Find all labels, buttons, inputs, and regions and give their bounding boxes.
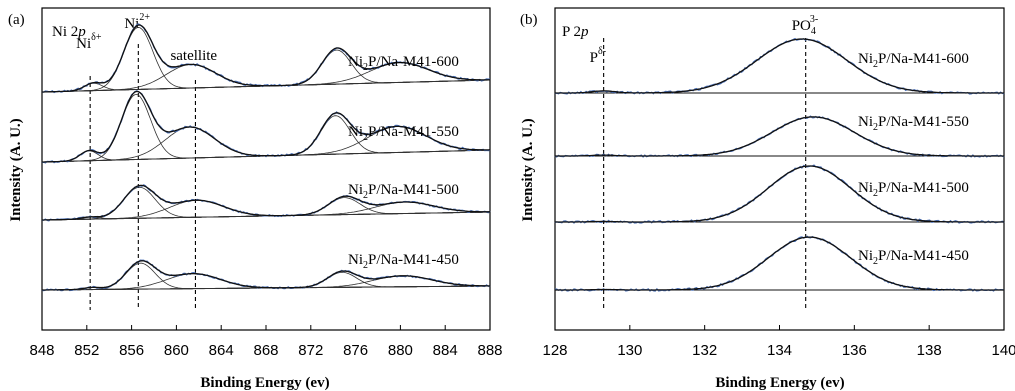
- series-Ni2P/Na-M41-450: Ni2P/Na-M41-450: [554, 235, 1005, 292]
- xtick-label: 136: [842, 342, 867, 359]
- xtick-label: 130: [617, 342, 642, 359]
- svg-text:P 2p: P 2p: [562, 24, 589, 40]
- series-Ni2P/Na-M41-450: Ni2P/Na-M41-450: [41, 252, 491, 292]
- panel-a-label: (a): [8, 12, 25, 28]
- xtick-label: 138: [917, 342, 942, 359]
- series-Ni2P/Na-M41-500: Ni2P/Na-M41-500: [554, 164, 1005, 224]
- series-Ni2P/Na-M41-600: Ni2P/Na-M41-600: [41, 23, 491, 94]
- panel-a-annotations: Niδ+ Ni2+ satellite: [76, 12, 217, 64]
- panel-a-reference-lines: [89, 44, 196, 310]
- panel-b-xlabel: Binding Energy (ev): [715, 375, 844, 391]
- peak-annotation: Ni2+: [124, 12, 150, 32]
- peak-annotation: Niδ+: [76, 32, 102, 52]
- fitted-envelope-line: [42, 184, 490, 221]
- peak-annotation: satellite: [170, 48, 217, 64]
- fitted-envelope-line: [555, 236, 1004, 291]
- fitted-envelope-line: [555, 165, 1004, 223]
- xtick-label: 884: [433, 342, 458, 359]
- xtick-label: 134: [767, 342, 792, 359]
- series-label: Ni2P/Na-M41-450: [348, 252, 459, 271]
- panel-a-element-label: Ni 2p: [52, 24, 86, 40]
- xtick-label: 132: [692, 342, 717, 359]
- xtick-label: 848: [29, 342, 54, 359]
- series-Ni2P/Na-M41-500: Ni2P/Na-M41-500: [41, 182, 491, 222]
- xtick-label: 856: [119, 342, 144, 359]
- series-label: Ni2P/Na-M41-600: [858, 51, 969, 70]
- xtick-label: 852: [74, 342, 99, 359]
- series-label: Ni2P/Na-M41-600: [348, 54, 459, 73]
- series-Ni2P/Na-M41-550: Ni2P/Na-M41-550: [41, 90, 491, 164]
- fitted-envelope-line: [42, 24, 491, 93]
- xtick-label: 868: [253, 342, 278, 359]
- xtick-label: 864: [209, 342, 234, 359]
- series-label: Ni2P/Na-M41-500: [858, 180, 969, 199]
- fitted-envelope-line: [42, 260, 490, 291]
- peak-annotation: Pδ-: [590, 46, 606, 66]
- xtick-label: 876: [343, 342, 368, 359]
- xtick-label: 140: [991, 342, 1015, 359]
- panel-b-element-label: P 2p: [562, 24, 589, 40]
- xtick-label: 860: [164, 342, 189, 359]
- panel-b-xticks: 128 130 132 134 136 138 140: [542, 325, 1015, 359]
- series-label: Ni2P/Na-M41-500: [348, 182, 459, 201]
- panel-b-series: Ni2P/Na-M41-600 Ni2P/Na-M41-550 Ni2P/Na-M4…: [554, 37, 1005, 292]
- panel-a-xticks: 848 852 856 860 864 868 872 876 880 884 888: [29, 325, 503, 359]
- panel-a-ni2p: (a) Ni 2p Binding Energy (ev) Intensity …: [8, 7, 503, 391]
- panel-b-annotations: Pδ- PO43-: [590, 14, 819, 66]
- series-Ni2P/Na-M41-550: Ni2P/Na-M41-550: [554, 114, 1005, 158]
- panel-b-label: (b): [520, 12, 538, 28]
- xtick-label: 888: [477, 342, 502, 359]
- panel-a-ylabel: Intensity (A. U.): [8, 118, 24, 221]
- component-peak: [42, 197, 490, 221]
- fitted-envelope-line: [42, 90, 491, 163]
- component-peak: [42, 201, 490, 221]
- xtick-label: 128: [542, 342, 567, 359]
- peak-annotation: PO43-: [792, 14, 819, 37]
- xtick-label: 872: [298, 342, 323, 359]
- xtick-label: 880: [388, 342, 413, 359]
- panel-a-series: Ni2P/Na-M41-600 Ni2P/Na-M41-550 Ni2P/Na-M4…: [41, 23, 491, 292]
- series-Ni2P/Na-M41-600: Ni2P/Na-M41-600: [554, 37, 1005, 95]
- series-label: Ni2P/Na-M41-550: [348, 124, 459, 143]
- svg-text:Ni 2p: Ni 2p: [52, 24, 86, 40]
- series-label: Ni2P/Na-M41-450: [858, 248, 969, 267]
- fitted-envelope-line: [555, 38, 1004, 94]
- panel-b-ylabel: Intensity (A. U.): [520, 118, 536, 221]
- fitted-envelope-line: [555, 116, 1004, 157]
- series-label: Ni2P/Na-M41-550: [858, 114, 969, 133]
- panel-a-xlabel: Binding Energy (ev): [200, 375, 329, 391]
- panel-b-p2p: (b) P 2p Binding Energy (ev) Intensity (…: [520, 7, 1015, 391]
- panel-b-reference-lines: [603, 38, 807, 310]
